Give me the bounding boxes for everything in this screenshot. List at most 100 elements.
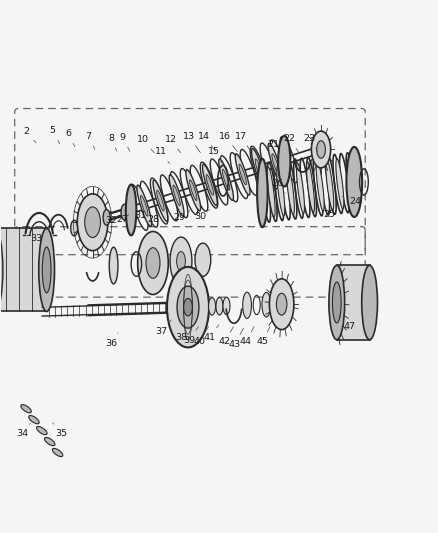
Ellipse shape bbox=[215, 297, 223, 315]
Ellipse shape bbox=[173, 185, 180, 206]
Ellipse shape bbox=[311, 131, 330, 168]
Text: 14: 14 bbox=[198, 132, 215, 151]
Ellipse shape bbox=[42, 247, 51, 293]
Ellipse shape bbox=[251, 149, 266, 190]
Ellipse shape bbox=[235, 154, 250, 195]
Ellipse shape bbox=[138, 231, 168, 295]
Text: 5: 5 bbox=[49, 126, 60, 144]
Ellipse shape bbox=[332, 282, 340, 323]
Bar bbox=[0, 228, 46, 311]
Ellipse shape bbox=[296, 163, 304, 214]
Text: 41: 41 bbox=[203, 325, 218, 342]
Text: 12: 12 bbox=[164, 135, 180, 153]
Text: 28: 28 bbox=[147, 212, 161, 224]
Text: 17: 17 bbox=[234, 132, 250, 151]
Ellipse shape bbox=[0, 228, 3, 311]
Text: 27: 27 bbox=[116, 215, 128, 224]
Text: 13: 13 bbox=[182, 132, 200, 152]
Ellipse shape bbox=[267, 167, 275, 217]
Ellipse shape bbox=[325, 160, 333, 210]
Text: 11: 11 bbox=[154, 147, 169, 164]
Ellipse shape bbox=[140, 196, 148, 216]
Ellipse shape bbox=[346, 147, 361, 217]
Ellipse shape bbox=[335, 159, 343, 209]
Text: 22: 22 bbox=[283, 134, 298, 152]
Ellipse shape bbox=[194, 243, 210, 277]
Text: 2: 2 bbox=[23, 127, 36, 143]
Ellipse shape bbox=[271, 154, 279, 174]
Ellipse shape bbox=[218, 159, 233, 200]
Ellipse shape bbox=[170, 237, 191, 285]
Text: 32: 32 bbox=[105, 216, 117, 225]
Text: 37: 37 bbox=[155, 320, 171, 336]
Ellipse shape bbox=[315, 161, 323, 211]
Ellipse shape bbox=[361, 265, 377, 340]
Ellipse shape bbox=[223, 297, 230, 314]
Ellipse shape bbox=[44, 438, 55, 446]
Text: 45: 45 bbox=[256, 327, 269, 346]
Text: 6: 6 bbox=[65, 129, 74, 147]
Ellipse shape bbox=[109, 247, 118, 284]
Ellipse shape bbox=[278, 136, 290, 187]
Text: 44: 44 bbox=[239, 327, 254, 346]
Ellipse shape bbox=[85, 207, 100, 238]
Bar bbox=[336, 265, 369, 340]
Ellipse shape bbox=[268, 143, 282, 184]
Ellipse shape bbox=[137, 185, 151, 227]
Ellipse shape bbox=[185, 169, 200, 211]
Ellipse shape bbox=[328, 265, 344, 340]
Ellipse shape bbox=[316, 141, 325, 158]
Ellipse shape bbox=[36, 426, 47, 435]
Ellipse shape bbox=[146, 248, 159, 278]
Ellipse shape bbox=[71, 220, 78, 236]
Ellipse shape bbox=[189, 180, 197, 200]
Ellipse shape bbox=[176, 252, 185, 271]
Ellipse shape bbox=[153, 180, 167, 221]
Text: 16: 16 bbox=[218, 132, 237, 151]
Text: 31: 31 bbox=[134, 211, 145, 220]
Text: 30: 30 bbox=[193, 209, 209, 221]
Ellipse shape bbox=[166, 267, 208, 348]
Text: 10: 10 bbox=[137, 135, 154, 153]
Text: 15: 15 bbox=[208, 147, 222, 164]
Ellipse shape bbox=[269, 279, 293, 329]
Ellipse shape bbox=[103, 209, 110, 225]
Ellipse shape bbox=[126, 184, 136, 236]
Ellipse shape bbox=[206, 174, 213, 195]
Ellipse shape bbox=[276, 166, 284, 216]
Ellipse shape bbox=[52, 448, 63, 457]
Text: 43: 43 bbox=[228, 328, 243, 349]
Ellipse shape bbox=[21, 405, 31, 413]
Text: 42: 42 bbox=[218, 327, 233, 346]
Ellipse shape bbox=[183, 298, 192, 316]
Ellipse shape bbox=[254, 159, 262, 180]
Text: 7: 7 bbox=[85, 132, 95, 149]
Text: 34: 34 bbox=[17, 423, 30, 438]
Text: 9: 9 bbox=[119, 133, 130, 151]
Ellipse shape bbox=[39, 228, 54, 311]
Ellipse shape bbox=[177, 286, 198, 328]
Ellipse shape bbox=[261, 293, 270, 317]
Text: 29: 29 bbox=[173, 211, 189, 222]
Ellipse shape bbox=[121, 204, 128, 220]
Text: 25: 25 bbox=[323, 207, 335, 220]
Text: 33: 33 bbox=[30, 231, 43, 243]
Text: 26: 26 bbox=[271, 179, 285, 193]
Ellipse shape bbox=[222, 169, 229, 190]
Text: 40: 40 bbox=[193, 327, 208, 346]
Text: 23: 23 bbox=[303, 134, 317, 151]
Text: 8: 8 bbox=[108, 134, 117, 151]
Ellipse shape bbox=[169, 175, 184, 216]
Ellipse shape bbox=[306, 162, 314, 212]
Text: 24: 24 bbox=[341, 197, 360, 206]
Text: 39: 39 bbox=[183, 327, 198, 344]
Ellipse shape bbox=[77, 194, 108, 251]
Ellipse shape bbox=[28, 416, 39, 424]
Text: 47: 47 bbox=[338, 316, 355, 332]
Ellipse shape bbox=[156, 190, 164, 211]
Ellipse shape bbox=[242, 292, 251, 318]
Text: 38: 38 bbox=[174, 327, 188, 342]
Ellipse shape bbox=[286, 165, 294, 215]
Text: 21: 21 bbox=[266, 140, 278, 156]
Ellipse shape bbox=[257, 159, 267, 227]
